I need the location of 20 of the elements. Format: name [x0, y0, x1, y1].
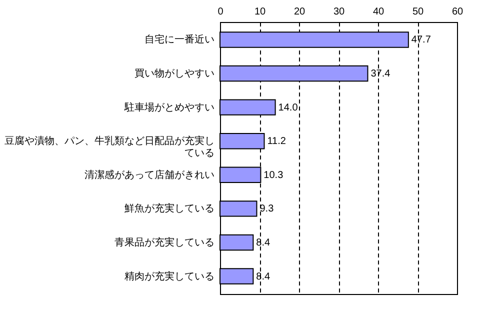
y-tick-label: 豆腐や漬物、パン、牛乳類など日配品が充実している	[4, 135, 214, 160]
x-tick-label: 30	[333, 6, 345, 18]
y-tick-label: 買い物がしやすい	[134, 68, 214, 80]
y-tick-label: 自宅に一番近い	[144, 34, 214, 46]
x-tick-label: 10	[254, 6, 266, 18]
data-label: 47.7	[411, 34, 432, 46]
data-label: 11.2	[267, 136, 286, 148]
data-label: 14.0	[278, 102, 298, 114]
y-tick-label: 駐車場がとめやすい	[124, 101, 214, 114]
data-label: 10.3	[264, 170, 284, 181]
x-tick-label: 0	[218, 6, 224, 18]
y-tick-label: 青果品が充実している	[114, 236, 214, 248]
y-tick-label: 精肉が充実している	[124, 270, 214, 282]
y-tick-label: 清潔感があって店舗がきれい	[84, 168, 214, 181]
x-tick-label: 20	[294, 6, 306, 18]
y-tick-label: 鮮魚が充実している	[124, 202, 214, 215]
x-tick-label: 60	[452, 6, 464, 18]
x-tick-label: 50	[412, 6, 424, 18]
x-tick-label: 40	[372, 6, 384, 18]
data-label: 37.4	[370, 68, 391, 80]
